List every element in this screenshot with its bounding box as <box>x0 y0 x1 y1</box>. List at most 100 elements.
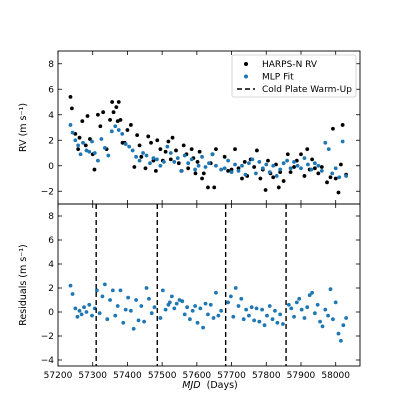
mlp-point <box>141 151 145 155</box>
harps-point <box>83 143 88 148</box>
harps-point <box>143 166 148 171</box>
mlp-point <box>76 143 81 148</box>
residual-point <box>84 310 89 314</box>
residual-point <box>190 308 195 313</box>
mlp-point <box>236 168 241 173</box>
mlp-point <box>210 152 215 157</box>
harps-point <box>163 149 168 154</box>
bottom-y-tick-label: 4 <box>48 260 54 270</box>
residual-point <box>310 290 314 295</box>
mlp-point <box>219 167 224 172</box>
x-axis-label-units: (Days) <box>207 380 238 391</box>
residual-point <box>333 300 338 305</box>
residual-point <box>265 313 269 318</box>
residual-point <box>139 304 144 308</box>
mlp-point <box>319 168 324 173</box>
residual-point <box>87 302 92 307</box>
mlp-point <box>182 153 187 158</box>
harps-point <box>281 179 286 183</box>
residual-point <box>233 286 238 290</box>
residual-point <box>193 304 198 308</box>
residual-point <box>281 322 285 326</box>
mlp-point <box>68 123 73 127</box>
harps-point <box>174 148 178 153</box>
mlp-point <box>288 166 293 171</box>
residual-point <box>121 320 126 325</box>
residual-point <box>318 319 322 324</box>
mlp-point <box>144 153 149 158</box>
mlp-point <box>106 153 111 158</box>
residual-point <box>134 298 139 302</box>
residual-point <box>241 317 246 322</box>
mlp-point <box>267 170 272 175</box>
residual-point <box>136 318 141 323</box>
harps-point <box>146 134 151 139</box>
harps-point <box>108 117 112 122</box>
mlp-point <box>344 174 349 178</box>
x-tick-label: 57700 <box>217 371 246 381</box>
residual-point <box>336 331 341 336</box>
residual-point <box>226 300 230 305</box>
mlp-point <box>214 163 218 168</box>
residual-point <box>206 312 210 317</box>
harps-point <box>201 171 206 176</box>
harps-point <box>114 105 119 109</box>
mlp-point <box>81 140 85 145</box>
mlp-point <box>87 149 92 154</box>
harps-point <box>266 158 270 163</box>
residual-point <box>77 308 82 313</box>
harps-point <box>328 175 333 180</box>
harps-point <box>319 165 324 169</box>
residual-point <box>118 288 123 293</box>
mlp-point <box>148 161 152 166</box>
harps-point <box>76 147 81 152</box>
legend: HARPS-N RV MLP Fit Cold Plate Warm-Up <box>231 54 357 98</box>
top-panel: −2 0 2 4 6 8 RV (m s⁻¹) <box>18 50 361 205</box>
harps-point <box>288 170 293 175</box>
residual-point <box>147 296 151 301</box>
residual-point <box>158 316 163 320</box>
residual-point <box>203 301 208 306</box>
harps-point <box>336 190 341 195</box>
bottom-y-axis-label: Residuals (m s⁻¹) <box>18 244 29 326</box>
harps-point <box>153 168 158 173</box>
harps-point <box>116 100 121 104</box>
x-tick-label: 57400 <box>113 371 142 381</box>
harps-point <box>68 95 73 99</box>
harps-point <box>193 171 198 176</box>
mlp-point <box>186 161 191 166</box>
residual-point <box>292 314 296 319</box>
harps-point <box>92 167 97 172</box>
mlp-point <box>127 144 132 149</box>
harps-point <box>125 128 130 132</box>
x-tick-label: 57900 <box>287 371 316 381</box>
residual-point <box>169 294 174 299</box>
residual-point <box>100 294 105 299</box>
residual-point <box>297 296 302 301</box>
harps-point <box>252 165 257 169</box>
mlp-point <box>281 161 286 166</box>
residual-point <box>323 307 328 312</box>
harps-point <box>339 162 343 167</box>
mlp-point <box>312 161 317 166</box>
residual-point <box>302 316 307 320</box>
mlp-point <box>196 163 201 168</box>
x-axis-label: MJD (Days) <box>182 380 237 391</box>
harps-point <box>132 165 137 169</box>
mlp-point <box>302 156 307 161</box>
harps-point <box>189 147 194 152</box>
harps-point <box>139 154 144 159</box>
harps-point <box>316 171 321 176</box>
harps-point <box>98 124 103 129</box>
top-y-tick-label: 6 <box>48 85 54 95</box>
mlp-point <box>340 139 345 144</box>
mlp-point <box>253 171 258 176</box>
residual-point <box>195 320 200 325</box>
residual-point <box>231 314 236 319</box>
harps-point <box>158 147 163 152</box>
residual-point <box>75 314 80 319</box>
harps-point <box>168 157 173 162</box>
mlp-point <box>333 166 338 171</box>
legend-entry: MLP Fit <box>262 73 294 83</box>
residual-point <box>249 305 254 310</box>
